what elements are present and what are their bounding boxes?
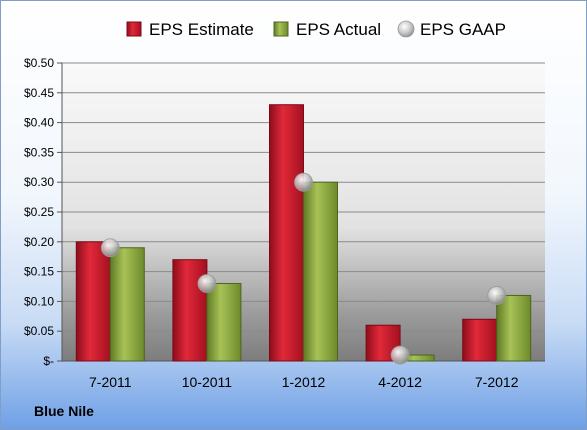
eps-gaap-point bbox=[390, 345, 410, 365]
eps-actual-bar bbox=[206, 283, 242, 362]
eps-estimate-bar bbox=[462, 318, 498, 362]
legend-label: EPS Actual bbox=[296, 20, 381, 39]
y-tick-label: $0.50 bbox=[24, 56, 54, 70]
eps-gaap-point bbox=[100, 238, 120, 258]
y-tick-label: $0.25 bbox=[24, 205, 54, 219]
eps-actual-bar bbox=[496, 294, 532, 362]
x-tick-label: 7-2012 bbox=[475, 374, 519, 390]
eps-actual-bar bbox=[303, 181, 338, 362]
y-tick-label: $0.15 bbox=[24, 265, 54, 279]
x-tick-label: 10-2011 bbox=[182, 374, 233, 390]
legend-label: EPS Estimate bbox=[149, 20, 254, 39]
y-tick-label: $0.10 bbox=[24, 294, 54, 308]
y-tick-label: $0.05 bbox=[24, 324, 54, 338]
company-label: Blue Nile bbox=[34, 403, 94, 419]
legend-eps-actual: EPS Actual bbox=[273, 20, 381, 39]
x-tick-label: 4-2012 bbox=[378, 374, 422, 390]
eps-actual-bar bbox=[109, 247, 145, 362]
eps-gaap-point bbox=[294, 172, 313, 192]
eps-estimate-bar bbox=[172, 259, 208, 362]
legend-eps-gaap: EPS GAAP bbox=[397, 20, 506, 39]
eps-estimate-bar bbox=[269, 104, 304, 362]
legend-swatch bbox=[273, 21, 289, 37]
legend-swatch bbox=[397, 20, 415, 38]
y-tick-label: $0.20 bbox=[24, 235, 54, 249]
eps-gaap-point bbox=[197, 274, 217, 293]
y-tick-label: $0.35 bbox=[24, 145, 54, 159]
eps-estimate-bar bbox=[75, 241, 111, 362]
y-tick-label: $- bbox=[43, 354, 54, 368]
y-tick-label: $0.40 bbox=[24, 116, 54, 130]
legend-swatch bbox=[126, 21, 142, 37]
eps-gaap-point bbox=[487, 286, 507, 305]
legend-label: EPS GAAP bbox=[420, 20, 506, 39]
x-tick-label: 1-2012 bbox=[282, 374, 326, 390]
y-tick-label: $0.45 bbox=[24, 86, 54, 100]
x-tick-label: 7-2011 bbox=[89, 374, 132, 390]
legend-eps-estimate: EPS Estimate bbox=[126, 20, 254, 39]
y-tick-label: $0.30 bbox=[24, 175, 54, 189]
